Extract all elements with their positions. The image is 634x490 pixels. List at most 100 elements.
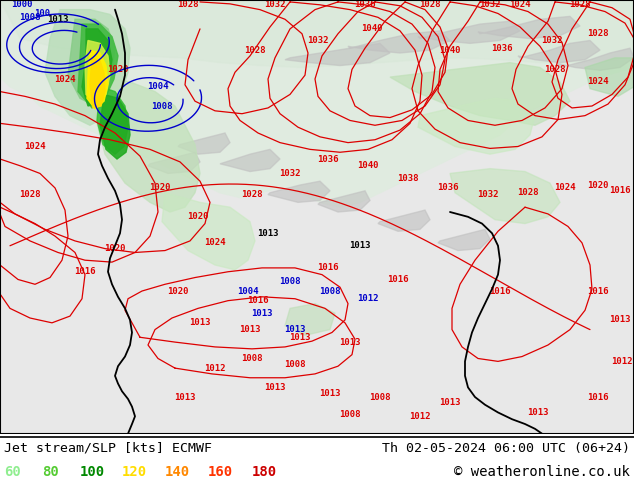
Polygon shape — [268, 181, 330, 202]
Text: 1016: 1016 — [247, 296, 269, 305]
Text: 1028: 1028 — [244, 46, 266, 54]
Text: 1016: 1016 — [74, 267, 96, 276]
Polygon shape — [478, 16, 580, 39]
Text: 1020: 1020 — [107, 65, 129, 74]
Text: 1040: 1040 — [439, 46, 461, 54]
Text: Th 02-05-2024 06:00 UTC (06+24): Th 02-05-2024 06:00 UTC (06+24) — [382, 441, 630, 455]
Text: 1028: 1028 — [587, 29, 609, 38]
Text: 100: 100 — [80, 465, 105, 479]
Text: 1024: 1024 — [204, 238, 226, 247]
Polygon shape — [518, 41, 600, 63]
Polygon shape — [438, 229, 490, 250]
Text: 1028: 1028 — [242, 190, 262, 199]
Text: 1020: 1020 — [187, 212, 209, 221]
Text: 1028: 1028 — [569, 0, 591, 9]
Text: 1013: 1013 — [174, 392, 196, 401]
Text: 1016: 1016 — [587, 392, 609, 401]
Text: 120: 120 — [122, 465, 147, 479]
Polygon shape — [178, 133, 230, 154]
Text: 1008: 1008 — [339, 410, 361, 419]
Text: 140: 140 — [165, 465, 190, 479]
Text: 1036: 1036 — [437, 183, 459, 193]
Text: 1036: 1036 — [354, 0, 376, 9]
Text: 1013: 1013 — [264, 383, 286, 392]
Polygon shape — [97, 87, 128, 154]
Text: 1016: 1016 — [587, 287, 609, 295]
Text: 1024: 1024 — [509, 0, 531, 9]
Text: 1040: 1040 — [357, 161, 378, 170]
Text: 1012: 1012 — [357, 294, 378, 303]
Text: 60: 60 — [4, 465, 21, 479]
Text: 1013: 1013 — [439, 398, 461, 407]
Text: 1016: 1016 — [489, 287, 511, 295]
Text: 1013: 1013 — [284, 325, 306, 334]
Text: 1036: 1036 — [317, 154, 339, 164]
Polygon shape — [348, 31, 450, 53]
Text: 1012: 1012 — [410, 412, 430, 421]
Polygon shape — [95, 77, 200, 212]
Text: 1028: 1028 — [419, 0, 441, 9]
Polygon shape — [100, 95, 130, 159]
Polygon shape — [162, 193, 255, 270]
Polygon shape — [390, 63, 570, 125]
Polygon shape — [87, 50, 108, 109]
Text: 1013: 1013 — [339, 338, 361, 346]
Text: 1000: 1000 — [11, 0, 33, 9]
Polygon shape — [285, 303, 335, 335]
Polygon shape — [285, 44, 390, 66]
Text: 100: 100 — [34, 9, 50, 18]
Text: Jet stream/SLP [kts] ECMWF: Jet stream/SLP [kts] ECMWF — [4, 441, 212, 455]
Polygon shape — [82, 29, 112, 106]
Text: 1032: 1032 — [477, 190, 499, 199]
Text: 1028: 1028 — [19, 190, 41, 199]
Polygon shape — [68, 19, 115, 106]
Text: 1008: 1008 — [284, 360, 306, 369]
Text: 1032: 1032 — [279, 169, 301, 178]
Polygon shape — [148, 152, 200, 173]
Text: 80: 80 — [42, 465, 59, 479]
Text: 1008: 1008 — [320, 287, 340, 295]
Polygon shape — [585, 58, 634, 97]
Polygon shape — [0, 0, 634, 207]
Text: 1013: 1013 — [609, 316, 631, 324]
Text: 1038: 1038 — [398, 174, 418, 183]
Text: 1013: 1013 — [527, 408, 549, 417]
Polygon shape — [418, 21, 520, 44]
Text: 1008: 1008 — [369, 392, 391, 401]
Text: 1013: 1013 — [320, 389, 340, 398]
Text: 1032: 1032 — [307, 36, 329, 45]
Text: 180: 180 — [252, 465, 277, 479]
Text: 1012: 1012 — [611, 357, 633, 366]
Polygon shape — [45, 10, 130, 125]
Text: 1012: 1012 — [204, 364, 226, 372]
Text: 1008: 1008 — [279, 277, 301, 286]
Text: 1013: 1013 — [257, 229, 279, 238]
Text: 1016: 1016 — [317, 264, 339, 272]
Text: 1028: 1028 — [517, 188, 539, 197]
Polygon shape — [558, 48, 634, 71]
Polygon shape — [90, 58, 105, 108]
Text: 1024: 1024 — [587, 77, 609, 86]
Text: 1016: 1016 — [387, 275, 409, 284]
Text: 1004: 1004 — [147, 82, 169, 91]
Polygon shape — [450, 169, 560, 223]
Polygon shape — [0, 0, 634, 68]
Text: 1013: 1013 — [190, 318, 210, 327]
Text: 1028: 1028 — [178, 0, 198, 9]
Text: 1032: 1032 — [541, 36, 563, 45]
Text: 1032: 1032 — [264, 0, 286, 9]
Text: 1013: 1013 — [289, 333, 311, 342]
Text: 1020: 1020 — [104, 244, 126, 253]
Text: 1032: 1032 — [479, 0, 501, 9]
Text: 1040: 1040 — [361, 24, 383, 33]
Text: 1028: 1028 — [544, 65, 566, 74]
Polygon shape — [220, 149, 280, 171]
Polygon shape — [418, 98, 535, 154]
Text: 1013: 1013 — [251, 309, 273, 318]
Text: 160: 160 — [208, 465, 233, 479]
Text: 1036: 1036 — [491, 44, 513, 53]
Text: © weatheronline.co.uk: © weatheronline.co.uk — [454, 465, 630, 479]
Text: 1020: 1020 — [587, 180, 609, 190]
Text: 1004: 1004 — [237, 287, 259, 295]
Text: 1024: 1024 — [554, 183, 576, 193]
